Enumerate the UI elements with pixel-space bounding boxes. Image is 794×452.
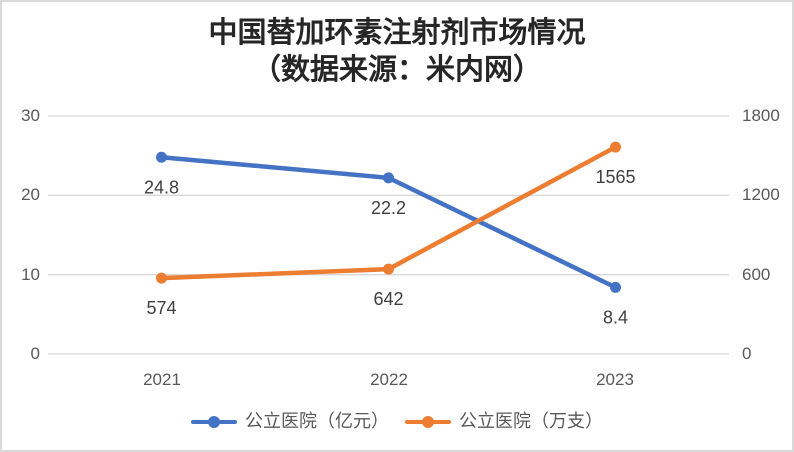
data-label: 1565 bbox=[595, 167, 635, 187]
plot-area: 24.8 22.2 8.4 574 642 1565 bbox=[48, 115, 729, 355]
x-axis-label-2022: 2022 bbox=[370, 370, 408, 389]
data-point bbox=[610, 281, 621, 293]
left-axis-tick-0: 0 bbox=[30, 344, 40, 363]
data-label: 22.2 bbox=[371, 198, 406, 218]
data-point bbox=[156, 272, 167, 284]
data-label: 8.4 bbox=[603, 307, 628, 327]
data-point bbox=[156, 151, 167, 163]
line-marker-icon bbox=[191, 416, 237, 429]
chart-title-line1: 中国替加环素注射剂市场情况 bbox=[208, 15, 586, 49]
left-axis-tick-30: 30 bbox=[21, 106, 40, 125]
legend-label: 公立医院（亿元） bbox=[245, 411, 389, 432]
x-axis-label-2021: 2021 bbox=[143, 370, 181, 389]
data-point bbox=[383, 172, 394, 184]
chart-title-line2: （数据来源：米内网） bbox=[251, 52, 542, 86]
legend-label: 公立医院（万支） bbox=[459, 411, 603, 432]
right-axis-tick-600: 600 bbox=[742, 265, 771, 284]
left-axis-tick-10: 10 bbox=[21, 265, 40, 284]
data-label: 642 bbox=[373, 289, 403, 309]
line-marker-icon bbox=[405, 416, 451, 429]
chart-title: 中国替加环素注射剂市场情况 （数据来源：米内网） bbox=[2, 14, 792, 88]
legend-item-yiyuan: 公立医院（亿元） bbox=[191, 410, 389, 434]
data-point bbox=[610, 141, 621, 153]
data-label: 24.8 bbox=[144, 177, 179, 197]
left-axis-tick-20: 20 bbox=[21, 185, 40, 204]
legend-item-wanzhi: 公立医院（万支） bbox=[405, 410, 603, 434]
data-label: 574 bbox=[146, 298, 176, 318]
right-axis-tick-1800: 1800 bbox=[742, 106, 780, 125]
data-point bbox=[383, 263, 394, 275]
right-axis-tick-1200: 1200 bbox=[742, 185, 780, 204]
right-axis-tick-0: 0 bbox=[742, 344, 752, 363]
x-axis-label-2023: 2023 bbox=[596, 370, 634, 389]
legend: 公立医院（亿元） 公立医院（万支） bbox=[2, 410, 792, 434]
